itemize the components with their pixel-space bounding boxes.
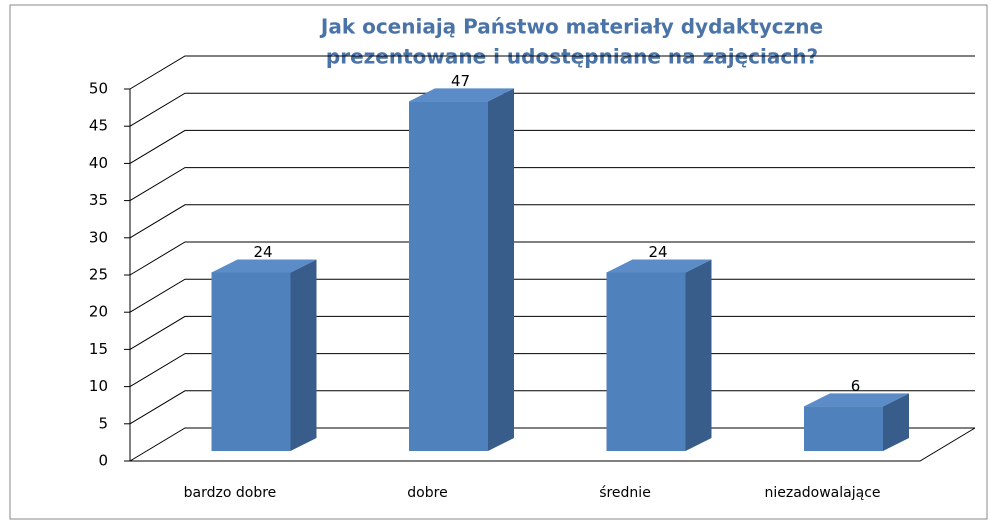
bar	[804, 406, 883, 451]
bar	[211, 272, 291, 451]
x-tick-label: dobre	[407, 485, 447, 501]
bar-top	[409, 88, 514, 102]
y-tick-label: 15	[89, 340, 108, 358]
y-tick-label: 10	[89, 377, 108, 395]
grid-line	[129, 167, 975, 202]
bar-top	[211, 259, 317, 273]
floor	[130, 427, 976, 462]
bar	[409, 101, 488, 451]
grid-line	[129, 390, 975, 425]
grid-line	[129, 204, 975, 239]
bar-side	[488, 88, 514, 451]
x-tick-label: bardzo dobre	[184, 485, 277, 501]
bar-side	[685, 259, 712, 451]
bar-side	[883, 393, 909, 451]
y-tick-label: 0	[98, 452, 108, 470]
y-tick-label: 50	[89, 80, 108, 98]
y-tick-label: 45	[89, 117, 108, 135]
bar	[606, 272, 686, 451]
bar-side	[290, 259, 317, 451]
x-tick-label: niezadowalające	[764, 485, 880, 501]
x-tick-label: średnie	[599, 485, 651, 501]
chart-title: Jak oceniają Państwo materiały dydaktycz…	[319, 15, 823, 39]
y-tick-label: 30	[89, 228, 108, 246]
data-label: 6	[851, 377, 861, 395]
data-label: 24	[648, 243, 667, 261]
y-tick-label: 5	[98, 414, 108, 432]
grid-line	[129, 427, 975, 462]
data-label: 24	[253, 243, 272, 261]
grid-line	[129, 353, 975, 388]
y-tick-label: 25	[89, 266, 108, 284]
y-tick-label: 40	[89, 154, 108, 172]
grid-line	[129, 92, 975, 127]
y-tick-label: 20	[89, 303, 108, 321]
data-label: 47	[451, 72, 470, 90]
grid-line	[129, 278, 975, 313]
grid-line	[129, 241, 975, 276]
grid-line	[129, 55, 975, 90]
bar-top	[606, 259, 712, 273]
bar-top	[804, 393, 909, 407]
grid-line	[129, 129, 975, 164]
y-tick-label: 35	[89, 191, 108, 209]
grid-line	[129, 315, 975, 350]
